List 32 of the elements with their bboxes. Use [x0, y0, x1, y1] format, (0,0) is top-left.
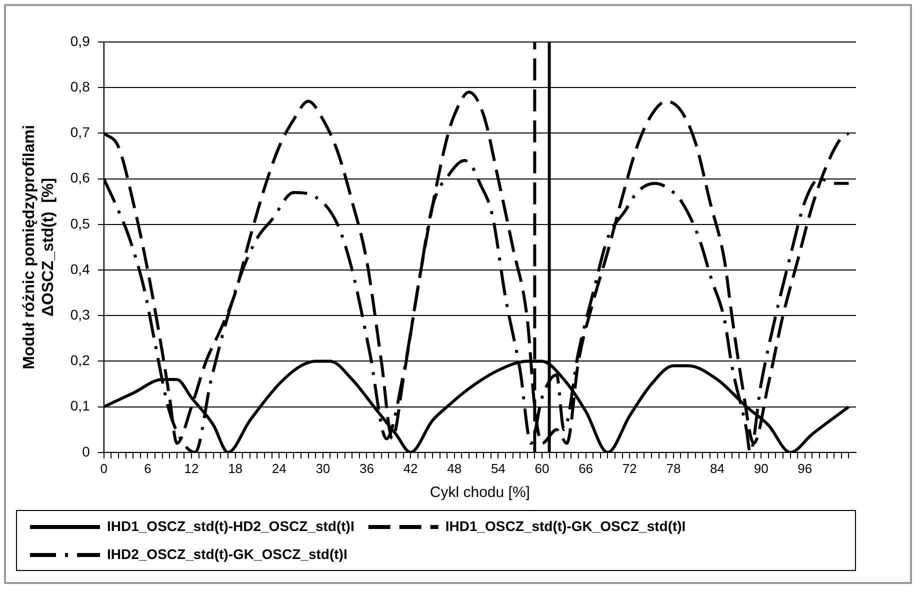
x-tick-label: 0 — [100, 460, 108, 476]
y-tick-label: 0,4 — [70, 260, 90, 277]
x-tick-label: 54 — [490, 460, 506, 476]
x-tick-label: 18 — [228, 460, 243, 476]
y-tick-label: 0,2 — [70, 352, 90, 368]
x-tick-label: 66 — [578, 460, 594, 476]
y-axis-title: Moduł różnic pomiędzyprofilami ΔOSCZ_std(t) [%] — [21, 124, 58, 370]
y-tick-label: 0,6 — [70, 170, 90, 186]
y-tick-label: 0,3 — [70, 306, 90, 322]
x-tick-label: 90 — [754, 460, 768, 476]
x-tick-label: 84 — [710, 460, 724, 476]
x-tick-label: 12 — [184, 460, 199, 476]
y-tick-label: 0,5 — [70, 215, 90, 232]
x-tick-label: 60 — [534, 460, 550, 476]
x-tick-label: 36 — [360, 460, 374, 476]
x-tick-label: 48 — [447, 460, 462, 476]
x-axis-title: Cykl chodu [%] — [430, 484, 530, 502]
x-tick-label: 42 — [403, 460, 418, 476]
y-tick-label: 0,8 — [70, 78, 90, 94]
y-tick-label: 0,1 — [70, 398, 90, 414]
x-tick-label: 30 — [316, 460, 330, 476]
y-tick-label: 0 — [82, 443, 90, 460]
x-tick-label: 6 — [144, 460, 152, 476]
x-tick-label: 72 — [622, 460, 637, 476]
legend-label: IHD1_OSCZ_std(t)-GK_OSCZ_std(t)I — [445, 518, 686, 534]
x-tick-label: 96 — [798, 460, 812, 476]
x-tick-label: 78 — [666, 460, 681, 476]
legend-label: IHD1_OSCZ_std(t)-HD2_OSCZ_std(t)I — [107, 518, 354, 534]
y-tick-label: 0,9 — [70, 32, 90, 49]
legend-label: IHD2_OSCZ_std(t)-GK_OSCZ_std(t)I — [107, 546, 348, 562]
y-tick-label: 0,7 — [70, 124, 90, 140]
x-tick-label: 24 — [272, 460, 286, 476]
